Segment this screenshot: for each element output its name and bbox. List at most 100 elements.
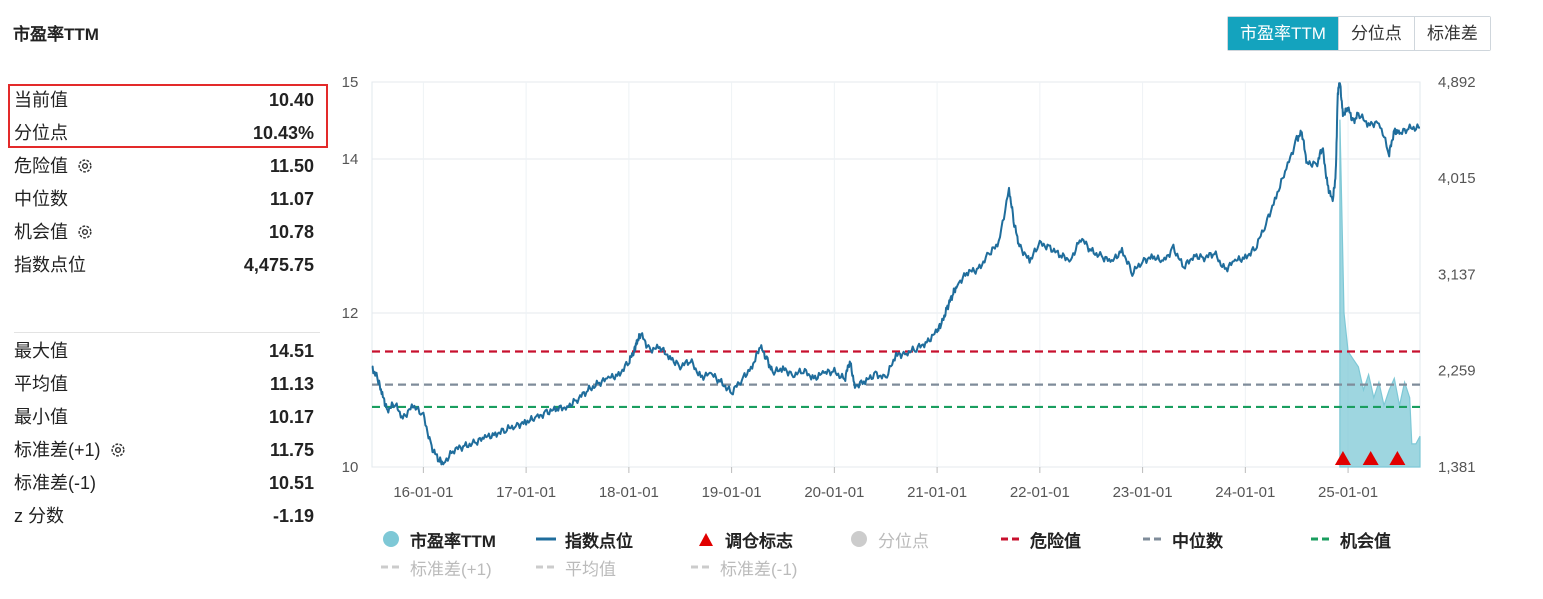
- x-tick-label: 18-01-01: [599, 484, 659, 501]
- x-tick-label: 25-01-01: [1318, 484, 1378, 501]
- y-tick-label: 14: [342, 151, 359, 168]
- stat-index-points: 指数点位 4,475.75: [14, 251, 314, 279]
- dash-legend-icon: [1000, 531, 1022, 547]
- legend-item[interactable]: 调仓标志: [695, 526, 793, 552]
- stat-label: 分位点: [14, 123, 68, 143]
- legend-label: 机会值: [1340, 531, 1391, 551]
- x-tick-label: 23-01-01: [1113, 484, 1173, 501]
- series-index-points: [371, 82, 1420, 466]
- legend-item[interactable]: 机会值: [1310, 526, 1391, 552]
- y2-tick-label: 3,137: [1438, 266, 1476, 283]
- stat-value: 14.51: [268, 341, 314, 361]
- dash-legend-icon: [1310, 531, 1332, 547]
- y2-tick-label: 4,892: [1438, 74, 1476, 91]
- x-tick-label: 17-01-01: [496, 484, 556, 501]
- stat-opportunity-value: 机会值 10.78: [14, 218, 314, 246]
- circle-legend-icon: [380, 531, 402, 547]
- stat-max: 最大值 14.51: [14, 337, 314, 365]
- circle-legend-icon: [848, 531, 870, 547]
- stat-value: 10.78: [268, 222, 314, 242]
- stat-std-plus: 标准差(+1) 11.75: [14, 436, 314, 464]
- stat-median: 中位数 11.07: [14, 185, 314, 213]
- legend-item[interactable]: 标准差(-1): [690, 554, 797, 580]
- plot-area: [371, 81, 1421, 468]
- legend-label: 危险值: [1030, 531, 1081, 551]
- rebalance-marker: [1334, 451, 1351, 465]
- stat-label: 当前值: [14, 90, 68, 110]
- stat-value: 11.07: [269, 189, 314, 209]
- dash-legend-icon: [1142, 531, 1164, 547]
- stat-label: z 分数: [14, 506, 65, 526]
- pe-index-chart: 10 12 14 15 1,381 2,259 3,137 4,015 4,892 16-01-0…: [342, 74, 1476, 501]
- tab-std-dev[interactable]: 标准差: [1413, 17, 1490, 50]
- gear-icon[interactable]: [76, 157, 94, 175]
- x-tick-label: 20-01-01: [804, 484, 864, 501]
- legend-item[interactable]: 分位点: [848, 526, 929, 552]
- stat-label: 指数点位: [14, 255, 86, 275]
- legend-item[interactable]: 标准差(+1): [380, 554, 492, 580]
- legend-label: 中位数: [1172, 531, 1223, 551]
- y2-tick-label: 4,015: [1438, 170, 1476, 187]
- legend-label: 标准差(+1): [410, 559, 492, 579]
- metric-tabs: 市盈率TTM 分位点 标准差: [1227, 16, 1491, 51]
- legend-label: 标准差(-1): [720, 559, 798, 579]
- stat-danger-value: 危险值 11.50: [14, 152, 314, 180]
- stat-label: 危险值: [14, 156, 68, 176]
- gear-icon[interactable]: [109, 441, 127, 459]
- stat-value: 10.17: [268, 407, 314, 427]
- legend-item[interactable]: 中位数: [1142, 526, 1223, 552]
- stat-label: 中位数: [14, 189, 68, 209]
- stat-value: -1.19: [272, 506, 314, 526]
- rebalance-marker: [1362, 451, 1379, 465]
- stat-value: 4,475.75: [243, 255, 314, 275]
- line-legend-icon: [535, 531, 557, 547]
- current-highlight-box: [8, 84, 328, 148]
- stat-z-score: z 分数 -1.19: [14, 502, 314, 530]
- y2-tick-label: 1,381: [1438, 459, 1476, 476]
- stat-value: 10.43%: [252, 123, 314, 143]
- page-title: 市盈率TTM: [13, 25, 99, 44]
- stat-label: 标准差(+1): [14, 440, 101, 460]
- tab-pe-ttm[interactable]: 市盈率TTM: [1228, 17, 1338, 50]
- rebalance-marker: [1389, 451, 1406, 465]
- stat-value: 11.50: [269, 156, 314, 176]
- x-tick-label: 21-01-01: [907, 484, 967, 501]
- stat-value: 10.51: [268, 473, 314, 493]
- gear-icon[interactable]: [76, 223, 94, 241]
- stat-label: 标准差(-1): [14, 473, 96, 493]
- triangle-legend-icon: [695, 531, 717, 547]
- y2-tick-label: 2,259: [1438, 363, 1476, 380]
- x-tick-label: 24-01-01: [1215, 484, 1275, 501]
- legend-item[interactable]: 平均值: [535, 554, 616, 580]
- stat-percentile: 分位点 10.43%: [14, 119, 314, 147]
- stat-std-minus: 标准差(-1) 10.51: [14, 469, 314, 497]
- stat-label: 最大值: [14, 341, 68, 361]
- stat-value: 10.40: [268, 90, 314, 110]
- legend-label: 市盈率TTM: [410, 531, 496, 551]
- tab-percentile[interactable]: 分位点: [1337, 17, 1414, 50]
- dash-legend-icon: [535, 559, 557, 575]
- divider: [14, 332, 320, 333]
- series-pe-ttm: [1339, 119, 1421, 468]
- x-tick-label: 19-01-01: [702, 484, 762, 501]
- legend-item[interactable]: 指数点位: [535, 526, 633, 552]
- x-tick-label: 22-01-01: [1010, 484, 1070, 501]
- stat-value: 11.75: [269, 440, 314, 460]
- y-tick-label: 15: [342, 74, 359, 91]
- y-tick-label: 12: [342, 305, 359, 322]
- stat-mean: 平均值 11.13: [14, 370, 314, 398]
- x-tick-label: 16-01-01: [393, 484, 453, 501]
- legend-item[interactable]: 危险值: [1000, 526, 1081, 552]
- legend-item[interactable]: 市盈率TTM: [380, 526, 496, 552]
- chart-legend: 市盈率TTM 指数点位 调仓标志 分位点 危险值 中位数 机会值标准差(+1) 平均值 标准差(…: [380, 526, 1440, 586]
- legend-label: 调仓标志: [725, 531, 793, 551]
- legend-label: 分位点: [878, 531, 929, 551]
- stat-label: 机会值: [14, 222, 68, 242]
- stat-current-value: 当前值 10.40: [14, 86, 314, 114]
- stat-min: 最小值 10.17: [14, 403, 314, 431]
- legend-label: 平均值: [565, 559, 616, 579]
- stat-label: 最小值: [14, 407, 68, 427]
- stat-value: 11.13: [269, 374, 314, 394]
- legend-label: 指数点位: [565, 531, 633, 551]
- stat-label: 平均值: [14, 374, 68, 394]
